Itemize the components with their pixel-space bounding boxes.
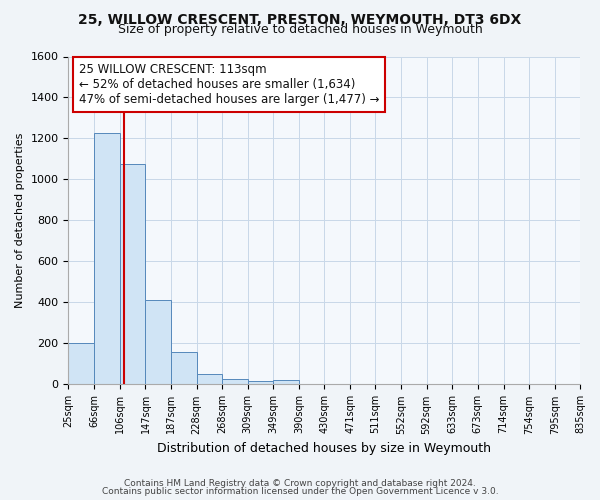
Bar — [171, 352, 197, 384]
X-axis label: Distribution of detached houses by size in Weymouth: Distribution of detached houses by size … — [157, 442, 491, 455]
Text: Contains public sector information licensed under the Open Government Licence v : Contains public sector information licen… — [101, 487, 499, 496]
Bar — [222, 380, 248, 384]
Bar — [119, 164, 145, 384]
Text: 25 WILLOW CRESCENT: 113sqm
← 52% of detached houses are smaller (1,634)
47% of s: 25 WILLOW CRESCENT: 113sqm ← 52% of deta… — [79, 63, 379, 106]
Text: Contains HM Land Registry data © Crown copyright and database right 2024.: Contains HM Land Registry data © Crown c… — [124, 478, 476, 488]
Bar — [248, 382, 273, 384]
Text: Size of property relative to detached houses in Weymouth: Size of property relative to detached ho… — [118, 22, 482, 36]
Text: 25, WILLOW CRESCENT, PRESTON, WEYMOUTH, DT3 6DX: 25, WILLOW CRESCENT, PRESTON, WEYMOUTH, … — [79, 12, 521, 26]
Bar — [94, 134, 119, 384]
Bar — [68, 344, 94, 384]
Bar — [197, 374, 222, 384]
Bar — [145, 300, 171, 384]
Bar — [273, 380, 299, 384]
Y-axis label: Number of detached properties: Number of detached properties — [15, 133, 25, 308]
